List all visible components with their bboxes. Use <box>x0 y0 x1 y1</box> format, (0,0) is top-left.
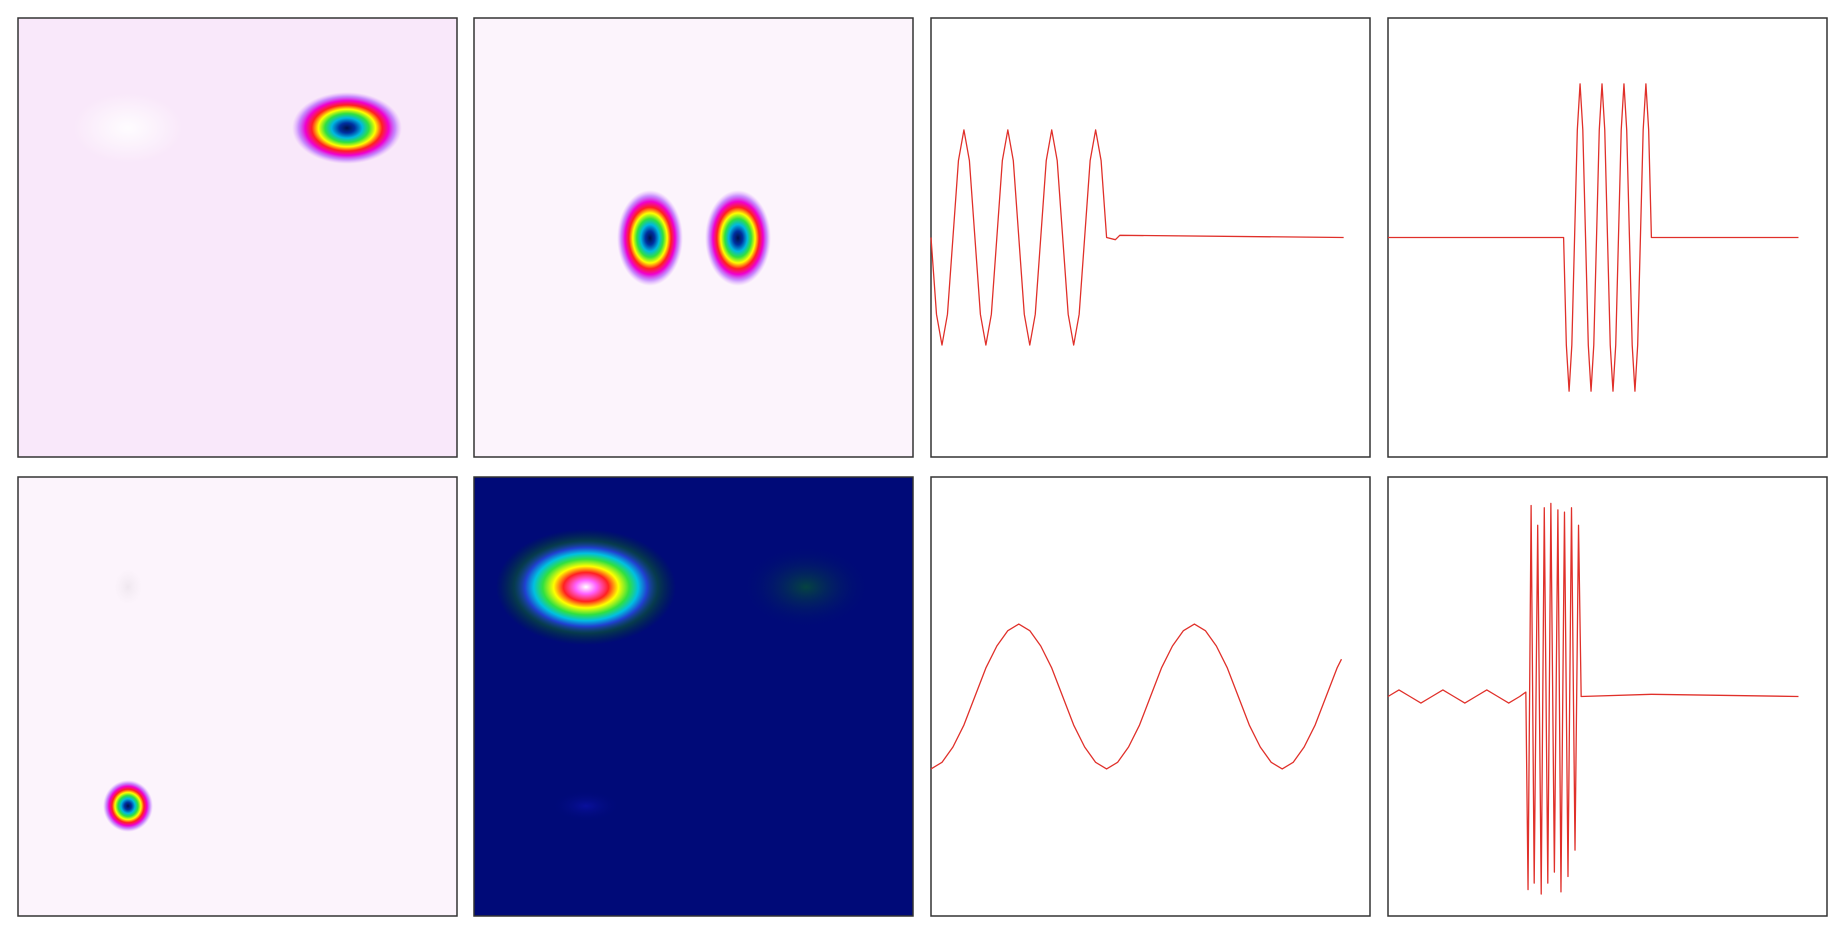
panel-frame <box>473 17 914 458</box>
panel-frame <box>930 476 1371 917</box>
panel-frame <box>473 476 914 917</box>
blob <box>292 92 402 164</box>
blob <box>617 190 683 286</box>
blob <box>103 780 153 832</box>
blob <box>114 569 142 605</box>
line-series <box>1388 83 1799 392</box>
panel-frame <box>17 17 458 458</box>
blob <box>551 790 621 822</box>
blob <box>73 93 183 163</box>
blob <box>496 529 676 645</box>
blob <box>741 545 871 629</box>
line-series <box>1387 502 1799 895</box>
panel-frame <box>17 476 458 917</box>
heatmap <box>18 18 457 457</box>
heatmap <box>474 18 913 457</box>
blob <box>705 190 771 286</box>
line-series <box>930 623 1343 770</box>
heatmap <box>18 477 457 916</box>
line-series <box>930 129 1344 346</box>
